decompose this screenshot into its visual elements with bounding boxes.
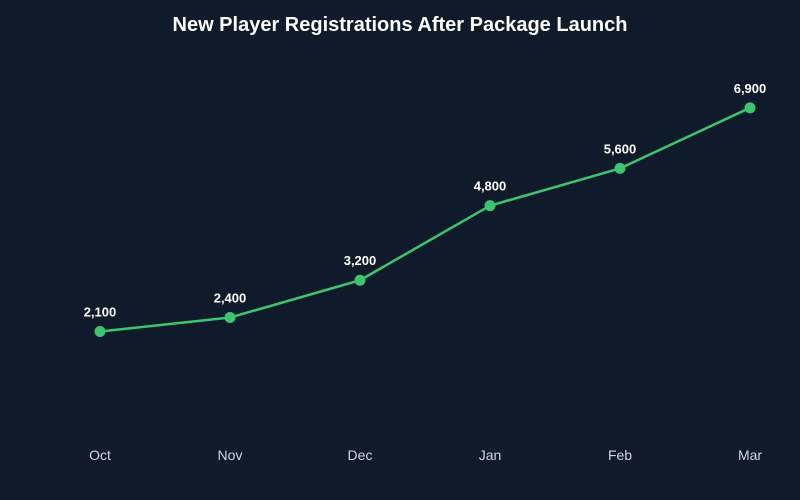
data-point-oct[interactable]	[94, 326, 106, 337]
data-point-nov[interactable]	[224, 312, 236, 324]
data-label-dec: 3,200	[344, 253, 377, 268]
data-point-feb[interactable]	[614, 162, 626, 174]
x-tick-label-oct: Oct	[89, 447, 111, 463]
x-tick-label-feb: Feb	[608, 447, 632, 463]
data-label-jan: 4,800	[474, 179, 507, 194]
data-label-nov: 2,400	[214, 291, 247, 306]
data-label-oct: 2,100	[84, 305, 117, 320]
series-line	[99, 106, 751, 333]
data-point-dec[interactable]	[354, 274, 366, 286]
data-label-feb: 5,600	[604, 141, 637, 156]
x-tick-label-mar: Mar	[738, 447, 762, 463]
x-tick-label-dec: Dec	[348, 447, 373, 463]
data-point-jan[interactable]	[484, 200, 496, 212]
data-label-mar: 6,900	[734, 81, 767, 96]
data-point-mar[interactable]	[744, 102, 756, 114]
chart-title: New Player Registrations After Package L…	[172, 14, 628, 36]
x-tick-label-nov: Nov	[218, 447, 243, 463]
x-tick-label-jan: Jan	[479, 447, 502, 463]
